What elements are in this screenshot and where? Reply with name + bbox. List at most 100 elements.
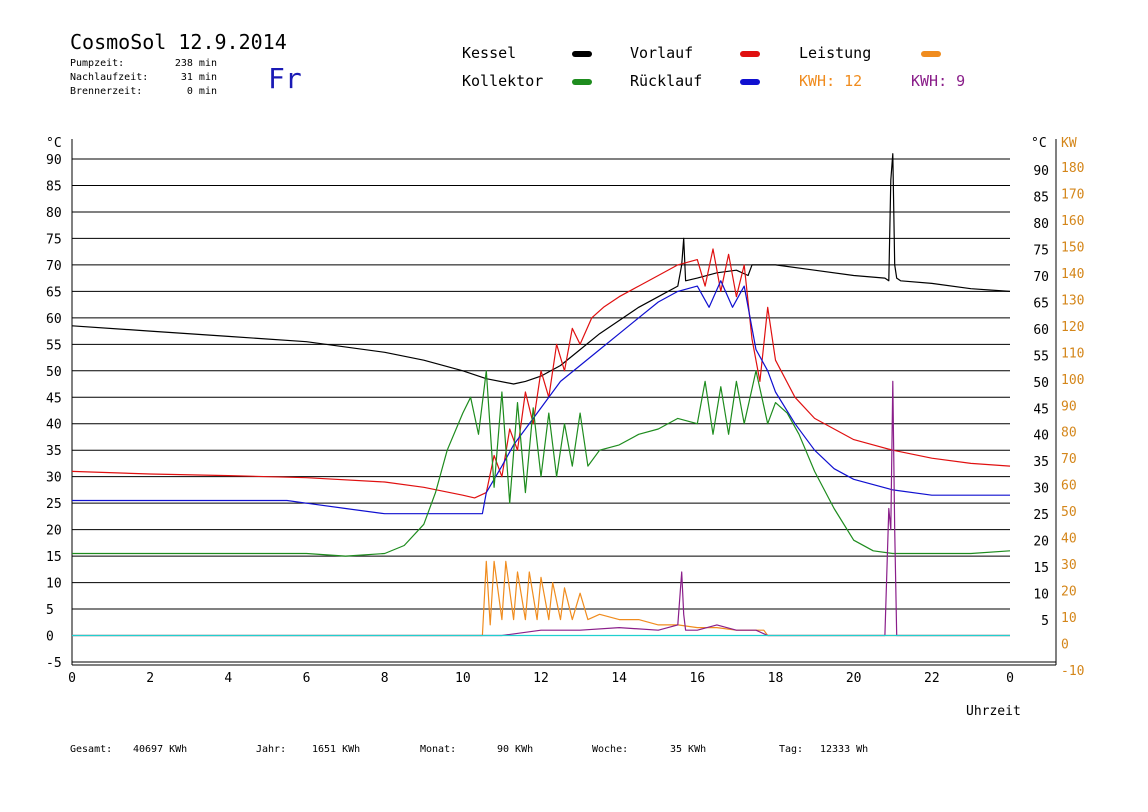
y-tick-label-kw-3: 20 <box>1061 585 1077 600</box>
legend-swatch-leistung <box>921 51 941 57</box>
x-tick-label-9: 18 <box>768 671 784 686</box>
stat-label-brennerzeit: Brennerzeit: <box>70 86 143 97</box>
y-tick-label-kw-17: 160 <box>1061 214 1084 229</box>
x-tick-label-10: 20 <box>846 671 862 686</box>
y-tick-label-kw-9: 80 <box>1061 426 1077 441</box>
y-tick-label-kw-8: 70 <box>1061 452 1077 467</box>
x-tick-label-3: 6 <box>303 671 311 686</box>
left-unit-label: °C <box>46 136 62 151</box>
y-tick-label-right-c-14: 65 <box>1033 296 1049 311</box>
x-tick-label-8: 16 <box>690 671 706 686</box>
footer-label-jahr: Jahr: <box>256 744 287 755</box>
legend-swatch-ruecklauf <box>740 79 760 85</box>
series-line-2 <box>72 280 1010 515</box>
y-tick-label-left-8: 35 <box>46 444 62 459</box>
y-tick-label-right-c-7: 30 <box>1033 482 1049 497</box>
y-tick-label-left-11: 50 <box>46 365 62 380</box>
y-tick-label-right-c-12: 55 <box>1033 349 1049 364</box>
x-tick-label-11: 22 <box>924 671 940 686</box>
x-tick-label-12: 0 <box>1006 671 1014 686</box>
y-tick-label-left-18: 85 <box>46 179 62 194</box>
y-tick-label-left-12: 55 <box>46 338 62 353</box>
x-tick-label-7: 14 <box>611 671 627 686</box>
x-tick-label-1: 2 <box>146 671 154 686</box>
footer-label-woche: Woche: <box>592 744 629 755</box>
chart-title: CosmoSol 12.9.2014 <box>70 30 287 54</box>
footer-value-gesamt: 40697 KWh <box>133 744 188 755</box>
stat-label-pumpzeit: Pumpzeit: <box>70 58 125 69</box>
y-tick-label-right-c-2: 5 <box>1041 614 1049 629</box>
y-tick-label-left-19: 90 <box>46 153 62 168</box>
kwh-purple: KWH: 9 <box>911 72 966 90</box>
series-line-4 <box>72 560 1010 637</box>
y-tick-label-right-c-3: 10 <box>1033 588 1049 603</box>
y-tick-label-kw-5: 40 <box>1061 532 1077 547</box>
y-tick-label-left-5: 20 <box>46 524 62 539</box>
legend-label-ruecklauf: Rücklauf <box>630 72 703 90</box>
y-tick-label-kw-10: 90 <box>1061 399 1077 414</box>
right-unit-kw-label: KW <box>1061 136 1077 151</box>
y-tick-label-right-c-19: 90 <box>1033 164 1049 179</box>
y-tick-label-kw-2: 10 <box>1061 611 1077 626</box>
stat-value-pumpzeit: 238 min <box>174 58 217 69</box>
y-tick-label-kw-12: 110 <box>1061 346 1084 361</box>
y-tick-label-left-10: 45 <box>46 391 62 406</box>
y-tick-label-right-c-15: 70 <box>1033 270 1049 285</box>
series-line-0 <box>71 153 1011 385</box>
x-axis-label: Uhrzeit <box>966 704 1021 719</box>
legend-label-vorlauf: Vorlauf <box>630 44 694 62</box>
series-line-3 <box>72 370 1011 557</box>
y-tick-label-kw-11: 100 <box>1061 373 1084 388</box>
y-tick-label-kw-14: 130 <box>1061 293 1084 308</box>
footer-value-tag: 12333 Wh <box>820 744 869 755</box>
y-tick-label-kw-19: 180 <box>1061 161 1084 176</box>
y-tick-label-right-c-16: 75 <box>1033 243 1049 258</box>
y-tick-label-right-c-11: 50 <box>1033 376 1049 391</box>
kwh-orange: KWH: 12 <box>799 72 863 90</box>
y-tick-label-left-4: 15 <box>46 550 62 565</box>
y-tick-label-right-c-10: 45 <box>1033 402 1049 417</box>
legend-label-kollektor: Kollektor <box>462 72 544 90</box>
y-tick-label-left-0: -5 <box>46 656 62 671</box>
stat-value-nachlaufzeit: 31 min <box>180 72 217 83</box>
y-tick-label-left-15: 70 <box>46 259 62 274</box>
y-tick-label-left-14: 65 <box>46 285 62 300</box>
x-tick-label-6: 12 <box>533 671 549 686</box>
y-tick-label-right-c-13: 60 <box>1033 323 1049 338</box>
y-tick-label-left-6: 25 <box>46 497 62 512</box>
x-tick-label-5: 10 <box>455 671 471 686</box>
y-tick-label-right-c-6: 25 <box>1033 508 1049 523</box>
y-tick-label-kw-13: 120 <box>1061 320 1084 335</box>
footer-label-tag: Tag: <box>779 744 804 755</box>
series-line-5 <box>72 380 1010 637</box>
y-tick-label-left-13: 60 <box>46 312 62 327</box>
y-tick-label-right-c-8: 35 <box>1033 455 1049 470</box>
y-tick-label-right-c-4: 15 <box>1033 561 1049 576</box>
y-tick-label-right-c-18: 85 <box>1033 190 1049 205</box>
legend-swatch-kollektor <box>572 79 592 85</box>
y-tick-label-left-7: 30 <box>46 471 62 486</box>
y-tick-label-kw-15: 140 <box>1061 267 1084 282</box>
footer-value-jahr: 1651 KWh <box>312 744 361 755</box>
right-unit-c-label: °C <box>1031 136 1047 151</box>
legend-label-kessel: Kessel <box>462 44 517 62</box>
day-label: Fr <box>268 62 302 95</box>
y-tick-label-kw-7: 60 <box>1061 479 1077 494</box>
y-tick-label-kw-16: 150 <box>1061 240 1084 255</box>
footer-label-monat: Monat: <box>420 744 457 755</box>
y-tick-label-kw-18: 170 <box>1061 187 1084 202</box>
footer-value-woche: 35 KWh <box>670 744 707 755</box>
stat-value-brennerzeit: 0 min <box>186 86 217 97</box>
y-tick-label-kw-4: 30 <box>1061 558 1077 573</box>
y-tick-label-kw-6: 50 <box>1061 505 1077 520</box>
footer-label-gesamt: Gesamt: <box>70 744 113 755</box>
y-tick-label-left-2: 5 <box>46 603 54 618</box>
x-tick-label-0: 0 <box>68 671 76 686</box>
legend-swatch-kessel <box>572 51 592 57</box>
x-tick-label-4: 8 <box>381 671 389 686</box>
y-tick-label-left-1: 0 <box>46 630 54 645</box>
y-tick-label-kw-0: -10 <box>1061 664 1084 679</box>
y-tick-label-left-3: 10 <box>46 577 62 592</box>
legend-swatch-vorlauf <box>740 51 760 57</box>
